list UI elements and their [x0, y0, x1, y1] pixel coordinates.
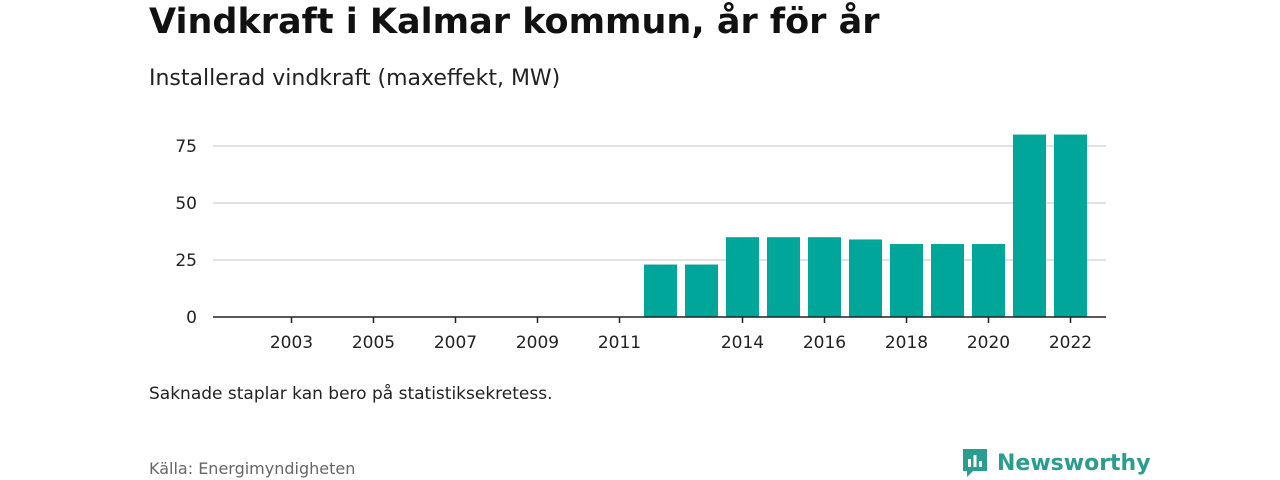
brand-name: Newsworthy — [997, 450, 1151, 476]
bar-2013 — [685, 264, 718, 317]
y-tick-label: 50 — [175, 194, 197, 214]
source-text: Källa: Energimyndigheten — [149, 459, 356, 478]
x-tick-label: 2014 — [721, 333, 764, 353]
bar-chart: 0 25 50 75 2003 2005 2007 2009 2011 2014 2016 2018 2… — [175, 134, 1106, 353]
x-tick-label: 2016 — [803, 333, 846, 353]
y-tick-label: 0 — [186, 308, 197, 328]
bar-2016 — [808, 237, 841, 317]
x-tick-label: 2018 — [885, 333, 928, 353]
x-tick-label: 2007 — [434, 333, 477, 353]
x-tick-label: 2011 — [598, 333, 641, 353]
newsworthy-logo-icon — [963, 449, 987, 477]
y-tick-label: 75 — [175, 137, 197, 157]
chart-title: Vindkraft i Kalmar kommun, år för år — [149, 2, 880, 42]
chart-subtitle: Installerad vindkraft (maxeffekt, MW) — [149, 66, 561, 91]
x-tick-label: 2005 — [352, 333, 395, 353]
bar-2017 — [849, 239, 882, 317]
newsworthy-brand: Newsworthy — [961, 446, 1151, 480]
bar-2020 — [972, 244, 1005, 317]
bar-2021 — [1013, 134, 1046, 317]
x-tick-label: 2003 — [270, 333, 313, 353]
x-tick-label: 2022 — [1049, 333, 1092, 353]
footnote: Saknade staplar kan bero på statistiksek… — [149, 384, 553, 404]
x-tick-label: 2009 — [516, 333, 559, 353]
y-tick-label: 25 — [175, 251, 197, 271]
bar-2012 — [644, 264, 677, 317]
x-tick-label: 2020 — [967, 333, 1010, 353]
bar-2019 — [931, 244, 964, 317]
bar-2018 — [890, 244, 923, 317]
bar-2015 — [767, 237, 800, 317]
bar-2014 — [726, 237, 759, 317]
bar-2022 — [1054, 134, 1087, 317]
